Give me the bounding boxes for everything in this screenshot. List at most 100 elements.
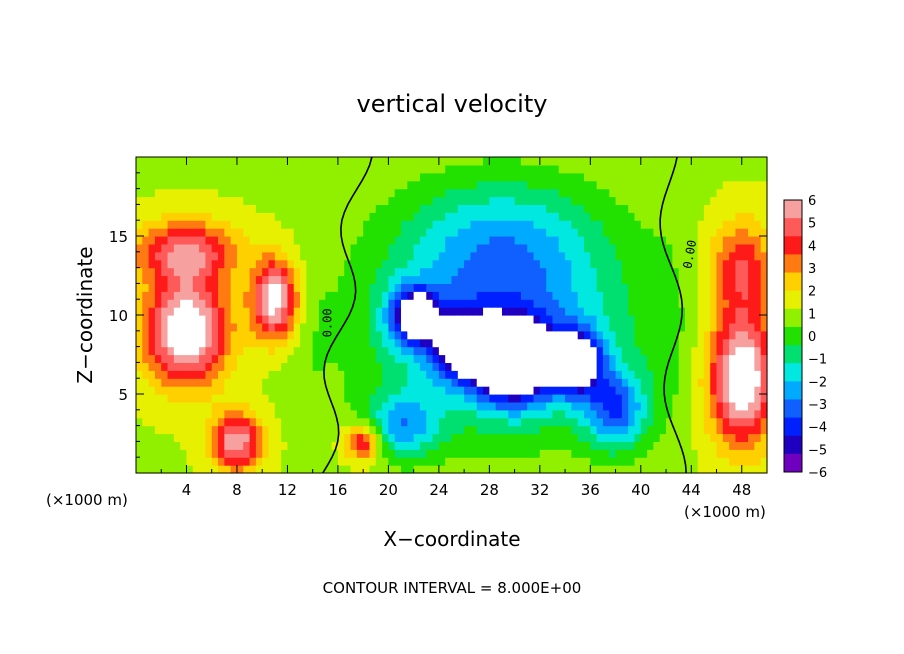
heat-cell xyxy=(596,401,604,411)
heat-cell xyxy=(161,228,169,237)
heat-cell xyxy=(640,417,648,427)
heat-cell xyxy=(703,378,711,387)
heat-cell xyxy=(754,378,762,387)
heat-cell xyxy=(489,386,497,395)
heat-cell xyxy=(180,188,188,198)
heat-cell xyxy=(514,465,522,474)
heat-cell xyxy=(508,386,516,395)
heat-cell xyxy=(369,394,377,403)
heat-cell xyxy=(142,212,150,221)
heat-cell xyxy=(401,330,408,340)
heat-cell xyxy=(596,362,604,371)
heat-cell xyxy=(186,433,194,442)
heat-cell xyxy=(590,196,598,205)
heat-cell xyxy=(293,157,301,166)
heat-cell xyxy=(363,172,371,182)
heat-cell xyxy=(224,299,232,308)
heat-cell xyxy=(621,291,629,300)
heat-cell xyxy=(255,212,263,221)
heat-cell xyxy=(161,394,169,403)
heat-cell xyxy=(293,267,301,277)
heat-cell xyxy=(413,457,421,466)
heat-cell xyxy=(224,315,232,324)
heat-cell xyxy=(508,172,516,182)
heat-cell xyxy=(401,386,408,395)
heat-cell xyxy=(457,362,465,371)
heat-cell xyxy=(293,180,301,190)
heat-cell xyxy=(445,291,453,300)
heat-cell xyxy=(236,425,244,435)
heat-cell xyxy=(331,283,339,292)
heat-cell xyxy=(729,346,737,356)
heat-cell xyxy=(539,172,547,182)
heat-cell xyxy=(501,338,509,348)
heat-cell xyxy=(659,283,667,292)
heat-cell xyxy=(331,275,339,284)
heat-cell xyxy=(659,378,667,387)
heat-cell xyxy=(558,157,566,166)
colorbar-swatch xyxy=(784,326,802,346)
heat-cell xyxy=(615,338,623,348)
heat-cell xyxy=(337,409,345,419)
heat-cell xyxy=(577,172,585,182)
heat-cell xyxy=(445,204,453,213)
heat-cell xyxy=(552,204,560,213)
heat-cell xyxy=(255,283,263,292)
heat-cell xyxy=(546,354,554,363)
heat-cell xyxy=(356,465,364,474)
heat-cell xyxy=(672,362,680,371)
heat-cell xyxy=(741,362,749,371)
heat-cell xyxy=(148,291,156,300)
heat-cell xyxy=(401,204,408,213)
heat-cell xyxy=(590,409,598,419)
heat-cell xyxy=(520,307,528,316)
heat-cell xyxy=(501,267,509,277)
heat-cell xyxy=(533,338,541,348)
heat-cell xyxy=(394,172,402,182)
heat-cell xyxy=(647,172,655,182)
heat-cell xyxy=(659,457,667,466)
heat-cell xyxy=(703,251,711,261)
heat-cell xyxy=(672,220,680,229)
heat-cell xyxy=(243,307,251,316)
heat-cell xyxy=(192,338,200,348)
heat-cell xyxy=(142,401,150,411)
heat-cell xyxy=(300,465,307,474)
heat-cell xyxy=(748,291,755,300)
heat-cell xyxy=(457,449,465,458)
heat-cell xyxy=(300,259,307,269)
heat-cell xyxy=(161,204,169,213)
heat-cell xyxy=(735,307,743,316)
heat-cell xyxy=(255,267,263,277)
heat-cell xyxy=(470,180,478,190)
heat-cell xyxy=(249,322,257,332)
heat-cell xyxy=(552,275,560,284)
heat-cell xyxy=(615,441,623,450)
heat-cell xyxy=(224,164,232,174)
heat-cell xyxy=(419,180,427,190)
heat-cell xyxy=(413,370,421,379)
heat-cell xyxy=(419,370,427,379)
heat-cell xyxy=(464,457,472,466)
heat-cell xyxy=(205,228,213,237)
heat-cell xyxy=(483,307,490,316)
heat-cell xyxy=(375,441,383,450)
heat-cell xyxy=(495,228,503,237)
heat-cell xyxy=(243,433,251,442)
heat-cell xyxy=(634,228,642,237)
heat-cell xyxy=(659,394,667,403)
heat-cell xyxy=(647,386,655,395)
heat-cell xyxy=(274,236,282,245)
heat-cell xyxy=(306,315,314,324)
heat-cell xyxy=(205,307,213,316)
heat-cell xyxy=(577,449,585,458)
heat-cell xyxy=(501,188,509,198)
heat-cell xyxy=(154,346,162,356)
heat-cell xyxy=(236,401,244,411)
heat-cell xyxy=(653,172,661,182)
heat-cell xyxy=(369,299,377,308)
heat-cell xyxy=(703,409,711,419)
heat-cell xyxy=(154,338,162,348)
heat-cell xyxy=(558,441,566,450)
